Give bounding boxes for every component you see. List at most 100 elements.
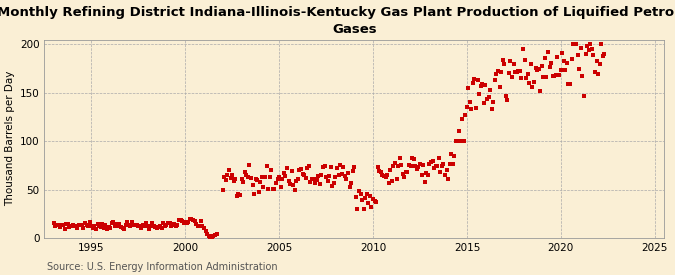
Point [139, 224, 150, 228]
Point [333, 173, 344, 177]
Point [386, 179, 397, 184]
Point [221, 178, 232, 182]
Point [167, 223, 178, 227]
Point [255, 180, 266, 185]
Point [416, 173, 427, 177]
Point [252, 178, 263, 182]
Point [74, 222, 84, 227]
Point [525, 62, 536, 66]
Point [182, 221, 192, 225]
Point [51, 223, 62, 228]
Point [599, 52, 610, 56]
Point [551, 73, 562, 78]
Point [80, 220, 90, 225]
Point [423, 173, 433, 177]
Point [117, 226, 128, 231]
Point [144, 227, 155, 231]
Point [344, 185, 355, 189]
Point [535, 89, 545, 93]
Point [437, 164, 448, 168]
Point [585, 42, 596, 46]
Point [491, 72, 502, 76]
Point [340, 174, 350, 178]
Point [524, 81, 535, 86]
Point [388, 163, 399, 168]
Point [157, 225, 167, 230]
Title: Monthly Refining District Indiana-Illinois-Kentucky Gas Plant Production of Liqu: Monthly Refining District Indiana-Illino… [0, 6, 675, 35]
Point [302, 166, 313, 170]
Point [547, 74, 558, 79]
Point [184, 217, 195, 222]
Point [399, 175, 410, 179]
Point [329, 180, 340, 185]
Point [541, 75, 552, 79]
Point [78, 226, 89, 230]
Point [468, 81, 479, 85]
Point [90, 227, 101, 232]
Point [410, 164, 421, 169]
Point [430, 164, 441, 168]
Point [219, 174, 230, 179]
Point [148, 224, 159, 228]
Point [175, 218, 186, 222]
Point [114, 222, 125, 227]
Point [274, 175, 285, 179]
Point [538, 74, 549, 79]
Point [244, 163, 254, 167]
Point [355, 191, 366, 196]
Point [460, 112, 470, 117]
Point [62, 222, 73, 227]
Point [369, 199, 380, 204]
Point [203, 234, 214, 238]
Point [134, 224, 145, 228]
Point [75, 223, 86, 227]
Point [207, 235, 217, 239]
Point [238, 180, 248, 184]
Point [366, 205, 377, 210]
Point [106, 221, 117, 225]
Point [92, 221, 103, 226]
Point [280, 174, 291, 178]
Point [385, 168, 396, 172]
Y-axis label: Thousand Barrels per Day: Thousand Barrels per Day [5, 71, 16, 207]
Point [576, 46, 587, 50]
Point [86, 223, 97, 228]
Point [495, 70, 506, 74]
Point [266, 168, 277, 173]
Point [588, 52, 599, 57]
Point [414, 161, 425, 166]
Point [438, 162, 449, 166]
Point [300, 176, 311, 180]
Point [479, 101, 489, 105]
Point [443, 177, 454, 181]
Point [463, 86, 474, 90]
Point [133, 224, 144, 228]
Point [286, 169, 297, 173]
Point [455, 139, 466, 144]
Point [552, 55, 563, 59]
Point [299, 173, 310, 177]
Point [173, 218, 184, 223]
Point [480, 83, 491, 87]
Point [147, 220, 158, 225]
Point [513, 68, 524, 73]
Point [241, 172, 252, 177]
Point [88, 226, 99, 230]
Point [522, 72, 533, 77]
Point [404, 163, 414, 167]
Point [306, 176, 317, 181]
Point [128, 223, 139, 227]
Point [516, 76, 526, 81]
Point [493, 69, 504, 73]
Point [505, 59, 516, 64]
Point [197, 224, 208, 229]
Point [358, 207, 369, 211]
Point [331, 165, 342, 170]
Point [380, 175, 391, 179]
Point [499, 62, 510, 67]
Point [283, 179, 294, 183]
Point [518, 47, 529, 51]
Point [89, 224, 100, 229]
Point [433, 156, 444, 160]
Point [589, 70, 600, 74]
